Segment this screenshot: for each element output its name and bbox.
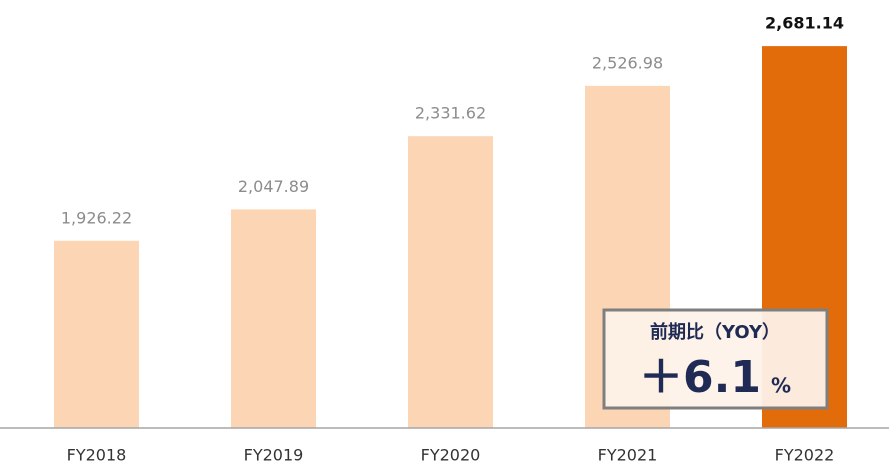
value-label: 2,047.89 [238,177,309,196]
bar [408,136,493,428]
value-label: 2,526.98 [592,53,663,72]
annotation-box [602,308,829,410]
x-tick-label: FY2019 [244,446,304,465]
bar [54,240,139,428]
value-label: 1,926.22 [61,208,132,227]
annotation-unit: % [771,374,791,398]
value-label: 2,681.14 [765,14,844,33]
x-tick-label: FY2018 [67,446,127,465]
x-tick-label: FY2020 [421,446,481,465]
x-tick-label: FY2022 [775,446,835,465]
annotation-value: ＋6.1 [639,352,761,403]
x-tick-label: FY2021 [598,446,658,465]
value-label: 2,331.62 [415,104,486,123]
bar [231,209,316,428]
annotation-title: 前期比（YOY） [650,321,780,343]
yoy-box: 前期比（YOY） ＋6.1 % [602,308,829,410]
